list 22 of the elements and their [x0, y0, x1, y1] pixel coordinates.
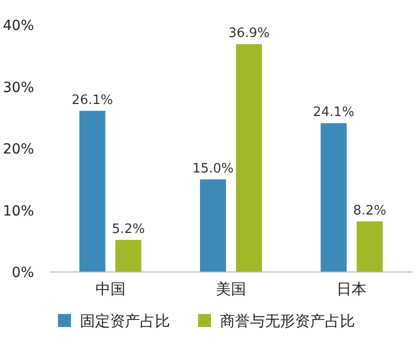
bar — [115, 240, 142, 272]
bar — [236, 44, 262, 272]
y-tick-label: 40% — [2, 18, 34, 34]
y-tick-label: 30% — [2, 80, 34, 96]
x-tick-label: 日本 — [336, 280, 367, 298]
y-tick-label: 10% — [2, 203, 34, 220]
bar — [356, 221, 383, 272]
y-tick-label: 0% — [12, 265, 34, 281]
data-label: 5.2% — [112, 222, 145, 237]
x-tick-label: 美国 — [216, 280, 246, 298]
legend-label: 固定资产占比 — [80, 312, 170, 330]
data-label: 26.1% — [72, 92, 113, 108]
y-tick-label: 20% — [2, 142, 34, 158]
bar — [79, 110, 106, 272]
data-label: 15.0% — [192, 161, 234, 176]
x-tick-label: 中国 — [95, 280, 126, 298]
data-label: 36.9% — [228, 26, 270, 42]
data-label: 24.1% — [313, 105, 354, 120]
legend-label: 商誉与无形资产占比 — [220, 312, 355, 330]
bar — [200, 179, 226, 272]
bar — [320, 123, 347, 272]
data-label: 8.2% — [353, 203, 386, 218]
